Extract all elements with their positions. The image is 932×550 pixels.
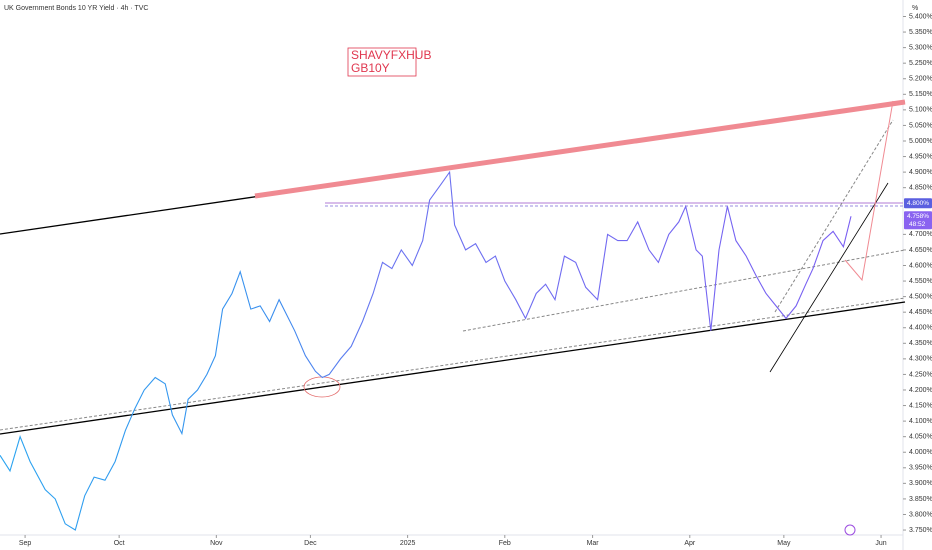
y-tick-label: 5.000%: [909, 138, 932, 145]
y-tick-label: 4.500%: [909, 293, 932, 300]
y-tick-label: 4.850%: [909, 185, 932, 192]
trend-line: [0, 297, 906, 431]
x-tick-label: 2025: [400, 540, 416, 547]
y-tick-label: 4.700%: [909, 231, 932, 238]
level-tag: [904, 198, 932, 209]
y-tick-label: 4.650%: [909, 247, 932, 254]
y-tick-label: 4.100%: [909, 418, 932, 425]
y-tick-label: 5.350%: [909, 29, 932, 36]
chart-title: UK Government Bonds 10 YR Yield · 4h · T…: [4, 5, 148, 12]
unit-label: %: [912, 5, 918, 12]
y-tick-label: 3.800%: [909, 511, 932, 518]
y-tick-label: 4.400%: [909, 325, 932, 332]
y-tick-label: 4.550%: [909, 278, 932, 285]
y-tick-label: 5.150%: [909, 91, 932, 98]
y-tick-label: 4.050%: [909, 434, 932, 441]
y-tick-label: 4.350%: [909, 340, 932, 347]
y-tick-label: 5.250%: [909, 60, 932, 67]
y-tick-label: 4.250%: [909, 371, 932, 378]
watermark: SHAVYFXHUB: [351, 48, 431, 62]
y-tick-label: 4.200%: [909, 387, 932, 394]
x-tick-label: Feb: [499, 540, 511, 547]
x-tick-label: Jun: [875, 540, 886, 547]
y-tick-label: 4.950%: [909, 153, 932, 160]
y-tick-label: 4.450%: [909, 309, 932, 316]
y-tick-label: 5.400%: [909, 13, 932, 20]
y-tick-label: 4.150%: [909, 402, 932, 409]
countdown: 48:52: [909, 221, 926, 228]
level-tag-label: 4.800%: [907, 200, 929, 207]
y-tick-label: 5.200%: [909, 76, 932, 83]
y-tick-label: 4.600%: [909, 262, 932, 269]
watermark: GB10Y: [351, 61, 390, 75]
y-tick-label: 3.850%: [909, 496, 932, 503]
x-tick-label: Mar: [587, 540, 600, 547]
trend-line: [774, 119, 894, 313]
price-tag: [904, 211, 932, 230]
y-tick-label: 5.050%: [909, 122, 932, 129]
y-tick-label: 5.300%: [909, 44, 932, 51]
watermark-box: [347, 47, 417, 77]
y-tick-label: 3.900%: [909, 480, 932, 487]
y-tick-label: 5.100%: [909, 107, 932, 114]
projection: [844, 100, 894, 282]
trend-line: [254, 99, 906, 199]
y-tick-label: 4.300%: [909, 356, 932, 363]
x-tick-label: Apr: [684, 540, 696, 547]
price-tag-label: 4.758%: [907, 213, 929, 220]
y-tick-label: 3.950%: [909, 465, 932, 472]
x-tick-label: Oct: [114, 540, 125, 547]
trend-line: [769, 182, 889, 373]
trend-line: [0, 301, 906, 435]
price-line: [0, 170, 852, 531]
y-tick-label: 3.750%: [909, 527, 932, 534]
x-tick-label: May: [777, 540, 791, 547]
y-tick-label: 4.000%: [909, 449, 932, 456]
x-tick-label: Dec: [304, 540, 317, 547]
x-tick-label: Nov: [210, 540, 223, 547]
drawings: [0, 47, 906, 536]
x-tick-label: Sep: [19, 540, 32, 547]
y-tick-label: 4.900%: [909, 169, 932, 176]
icon: [844, 524, 856, 536]
